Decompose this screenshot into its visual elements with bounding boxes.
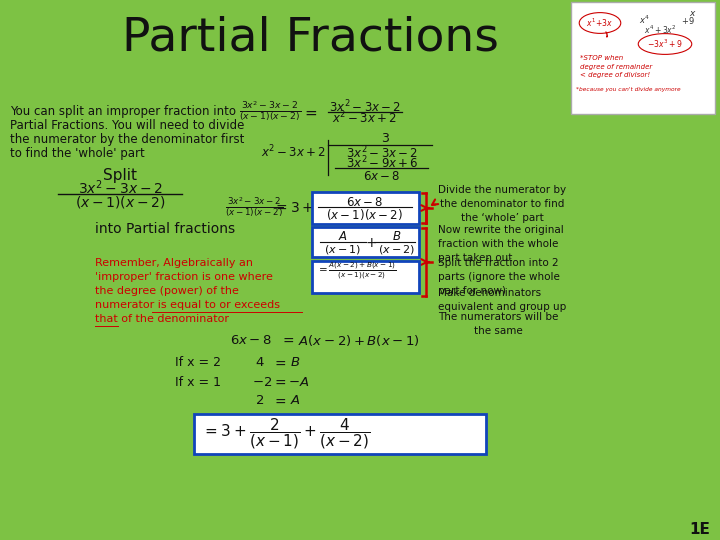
Text: Split the fraction into 2
parts (ignore the whole
part for now): Split the fraction into 2 parts (ignore …: [438, 258, 560, 296]
Text: $+$: $+$: [365, 236, 377, 250]
Text: $3x^2-3x-2$: $3x^2-3x-2$: [329, 99, 401, 116]
Text: < degree of divisor!: < degree of divisor!: [580, 72, 650, 78]
Text: $B$: $B$: [392, 231, 402, 244]
Text: $x$: $x$: [689, 9, 697, 17]
Text: numerator is equal to or exceeds: numerator is equal to or exceeds: [95, 300, 280, 310]
Text: The numerators will be
the same: The numerators will be the same: [438, 312, 559, 336]
Text: Partial Fractions: Partial Fractions: [122, 16, 498, 60]
Text: to find the 'whole' part: to find the 'whole' part: [10, 147, 145, 160]
Text: 'improper' fraction is one where: 'improper' fraction is one where: [95, 272, 273, 282]
FancyArrowPatch shape: [606, 32, 608, 37]
Text: $=\frac{A(x-2)+B(x-1)}{(x-1)(x-2)}$: $=\frac{A(x-2)+B(x-1)}{(x-1)(x-2)}$: [316, 260, 397, 282]
Text: $B$: $B$: [290, 356, 300, 369]
Text: $=$: $=$: [302, 105, 318, 119]
Text: $\frac{3x^2-3x-2}{(x-1)(x-2)}$: $\frac{3x^2-3x-2}{(x-1)(x-2)}$: [239, 100, 301, 124]
Text: Divide the numerator by
the denominator to find
the ‘whole’ part: Divide the numerator by the denominator …: [438, 185, 566, 223]
Text: $6x-8$: $6x-8$: [230, 334, 272, 347]
Text: *because you can't divide anymore: *because you can't divide anymore: [576, 87, 680, 92]
Text: into Partial fractions: into Partial fractions: [95, 222, 235, 236]
Text: $=$: $=$: [272, 356, 287, 370]
FancyBboxPatch shape: [312, 227, 419, 257]
Text: Split: Split: [103, 168, 137, 183]
FancyBboxPatch shape: [571, 2, 715, 114]
Text: $= 3 + \dfrac{2}{(x-1)} + \dfrac{4}{(x-2)}$: $= 3 + \dfrac{2}{(x-1)} + \dfrac{4}{(x-2…: [202, 417, 371, 451]
Text: $x^4+3x^2$: $x^4+3x^2$: [644, 24, 676, 36]
Text: Make denominators
equivalent and group up: Make denominators equivalent and group u…: [438, 288, 566, 312]
Text: $3x^2-3x-2$: $3x^2-3x-2$: [346, 145, 418, 161]
Text: $-3x^3+9$: $-3x^3+9$: [647, 38, 683, 50]
Text: $3$: $3$: [381, 132, 390, 145]
Text: Now rewrite the original
fraction with the whole
part taken out: Now rewrite the original fraction with t…: [438, 225, 564, 263]
Text: $\frac{3x^2-3x-2}{(x-1)(x-2)}$: $\frac{3x^2-3x-2}{(x-1)(x-2)}$: [225, 196, 283, 220]
Text: $= 3 +$: $= 3 +$: [273, 201, 313, 215]
Text: Remember, Algebraically an: Remember, Algebraically an: [95, 258, 253, 268]
Text: $=$: $=$: [272, 394, 287, 408]
Text: $-A$: $-A$: [288, 375, 310, 388]
Text: $2$: $2$: [255, 395, 264, 408]
Text: $3x^2-9x+6$: $3x^2-9x+6$: [346, 154, 418, 171]
Text: If x = 1: If x = 1: [175, 375, 221, 388]
Text: $(x-2)$: $(x-2)$: [379, 242, 415, 255]
Text: $-2$: $-2$: [252, 375, 272, 388]
Text: $x^2-3x+2$: $x^2-3x+2$: [333, 110, 397, 126]
Text: $x^2-3x+2$: $x^2-3x+2$: [261, 144, 326, 160]
Text: *STOP when: *STOP when: [580, 55, 624, 61]
Text: $+9$: $+9$: [681, 15, 695, 25]
Text: $(x-1)$: $(x-1)$: [325, 242, 361, 255]
FancyBboxPatch shape: [312, 192, 419, 224]
Text: $A$: $A$: [338, 231, 348, 244]
Text: $A(x-2)+B(x-1)$: $A(x-2)+B(x-1)$: [298, 333, 420, 348]
Text: $3x^2 - 3x - 2$: $3x^2 - 3x - 2$: [78, 179, 163, 197]
Text: $6x-8$: $6x-8$: [364, 170, 401, 183]
Text: $=$: $=$: [280, 333, 294, 347]
Text: You can split an improper fraction into: You can split an improper fraction into: [10, 105, 236, 118]
Text: 1E: 1E: [690, 523, 711, 537]
Text: $x^4$: $x^4$: [639, 14, 650, 26]
Text: $(x-1)(x-2)$: $(x-1)(x-2)$: [326, 207, 403, 222]
Text: the numerator by the denominator first: the numerator by the denominator first: [10, 133, 244, 146]
FancyBboxPatch shape: [312, 261, 419, 293]
Text: If x = 2: If x = 2: [175, 356, 221, 369]
Text: Partial Fractions. You will need to divide: Partial Fractions. You will need to divi…: [10, 119, 244, 132]
Text: $=$: $=$: [272, 375, 287, 389]
Text: $(x-1)(x-2)$: $(x-1)(x-2)$: [75, 194, 166, 210]
Text: $4$: $4$: [255, 356, 265, 369]
Text: $x^1\!+\!3x$: $x^1\!+\!3x$: [587, 17, 613, 29]
Text: $A$: $A$: [290, 395, 301, 408]
FancyBboxPatch shape: [194, 414, 486, 454]
Text: the degree (power) of the: the degree (power) of the: [95, 286, 239, 296]
Text: that of the denominator: that of the denominator: [95, 314, 229, 324]
Text: degree of remainder: degree of remainder: [580, 64, 652, 70]
Text: $6x-8$: $6x-8$: [346, 195, 384, 208]
